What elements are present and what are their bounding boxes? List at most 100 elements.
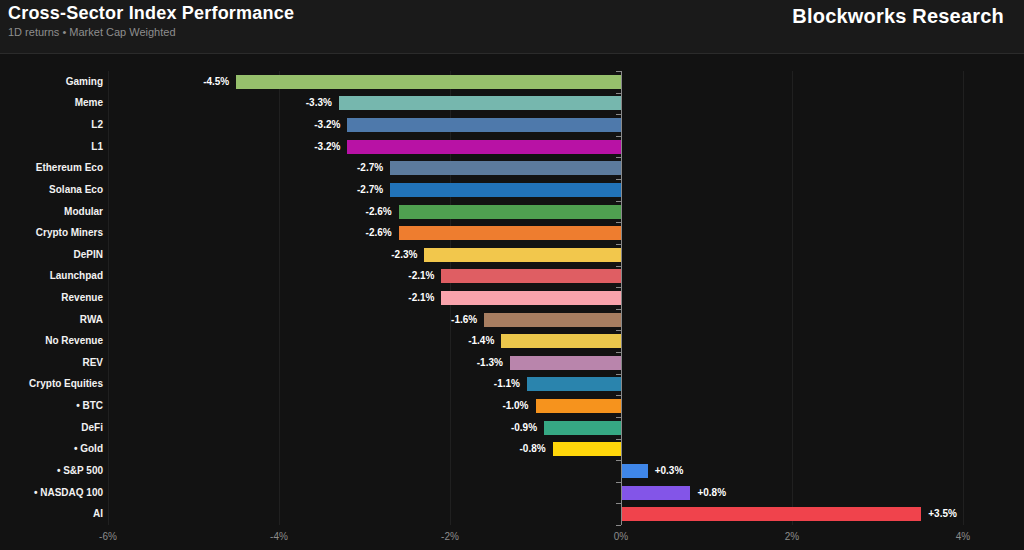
page-title: Cross-Sector Index Performance [8,3,294,24]
axis-tick-mark [616,287,621,288]
category-label: • NASDAQ 100 [0,487,103,499]
data-bar [399,205,621,219]
x-axis-tick-label: -2% [441,531,459,542]
x-axis-tick-label: -4% [270,531,288,542]
axis-tick-mark [616,525,621,526]
chart-header: Cross-Sector Index Performance 1D return… [0,0,1024,54]
bar-value-label: -1.4% [468,335,494,347]
category-label: • S&P 500 [0,465,103,477]
data-bar [544,421,621,435]
data-bar [553,442,621,456]
data-bar [527,377,621,391]
category-label: AI [0,508,103,520]
bar-value-label: -2.7% [357,184,383,196]
category-label: L2 [0,119,103,131]
bar-value-label: -3.2% [314,119,340,131]
bar-value-label: +0.3% [655,465,684,477]
brand-logo-text: Blockworks Research [792,5,1004,28]
bar-value-label: -1.3% [477,357,503,369]
category-label: Ethereum Eco [0,162,103,174]
category-label: Modular [0,206,103,218]
data-bar [441,269,621,283]
axis-tick-mark [616,503,621,504]
axis-tick-mark [616,114,621,115]
data-bar [390,161,621,175]
x-axis-tick-label: 4% [956,531,970,542]
bar-value-label: -2.3% [391,249,417,261]
data-bar [347,140,621,154]
bar-value-label: -1.1% [494,378,520,390]
data-bar [399,226,621,240]
category-label: • Gold [0,443,103,455]
axis-tick-mark [616,352,621,353]
bar-value-label: -1.6% [451,314,477,326]
axis-tick-mark [616,417,621,418]
category-label: RWA [0,314,103,326]
data-bar [622,486,690,500]
bar-value-label: -0.9% [511,422,537,434]
category-label: Gaming [0,76,103,88]
gridline [279,71,280,525]
gridline [108,71,109,525]
bar-value-label: -3.3% [306,97,332,109]
category-label: REV [0,357,103,369]
x-axis-tick-label: -6% [99,531,117,542]
bar-value-label: -2.6% [366,227,392,239]
axis-tick-mark [616,71,621,72]
category-label: Solana Eco [0,184,103,196]
axis-tick-mark [616,309,621,310]
data-bar [510,356,621,370]
bar-value-label: -0.8% [519,443,545,455]
axis-tick-mark [616,395,621,396]
chart-subtitle: 1D returns • Market Cap Weighted [8,26,176,38]
bar-value-label: +3.5% [928,508,957,520]
bar-value-label: +0.8% [697,487,726,499]
bar-value-label: -2.1% [408,270,434,282]
axis-tick-mark [616,374,621,375]
axis-tick-mark [616,266,621,267]
data-bar [622,464,648,478]
axis-tick-mark [616,179,621,180]
bar-value-label: -4.5% [203,76,229,88]
category-label: DePIN [0,249,103,261]
data-bar [390,183,621,197]
zero-axis-line [621,71,622,525]
bar-value-label: -2.7% [357,162,383,174]
x-axis-tick-label: 0% [614,531,628,542]
axis-tick-mark [616,201,621,202]
axis-tick-mark [616,136,621,137]
data-bar [501,334,621,348]
gridline [963,71,964,525]
bar-chart-plot-area: -6% -4% -2% 0% 2% 4% Gaming -4.5% Meme -3.3% L2 -3.… [0,54,1024,550]
data-bar [236,75,621,89]
category-label: DeFi [0,422,103,434]
axis-tick-mark [616,482,621,483]
data-bar [484,313,621,327]
category-label: L1 [0,141,103,153]
category-label: No Revenue [0,335,103,347]
axis-tick-mark [616,244,621,245]
data-bar [622,507,921,521]
axis-tick-mark [616,222,621,223]
category-label: Crypto Miners [0,227,103,239]
axis-tick-mark [616,439,621,440]
bar-value-label: -2.1% [408,292,434,304]
data-bar [441,291,621,305]
x-axis-tick-label: 2% [785,531,799,542]
axis-tick-mark [616,93,621,94]
data-bar [347,118,621,132]
category-label: Crypto Equities [0,378,103,390]
data-bar [536,399,622,413]
category-label: • BTC [0,400,103,412]
data-bar [339,96,621,110]
category-label: Revenue [0,292,103,304]
category-label: Launchpad [0,270,103,282]
category-label: Meme [0,97,103,109]
bar-value-label: -3.2% [314,141,340,153]
bar-value-label: -1.0% [502,400,528,412]
axis-tick-mark [616,460,621,461]
axis-tick-mark [616,157,621,158]
gridline [792,71,793,525]
bar-value-label: -2.6% [366,206,392,218]
data-bar [424,248,621,262]
